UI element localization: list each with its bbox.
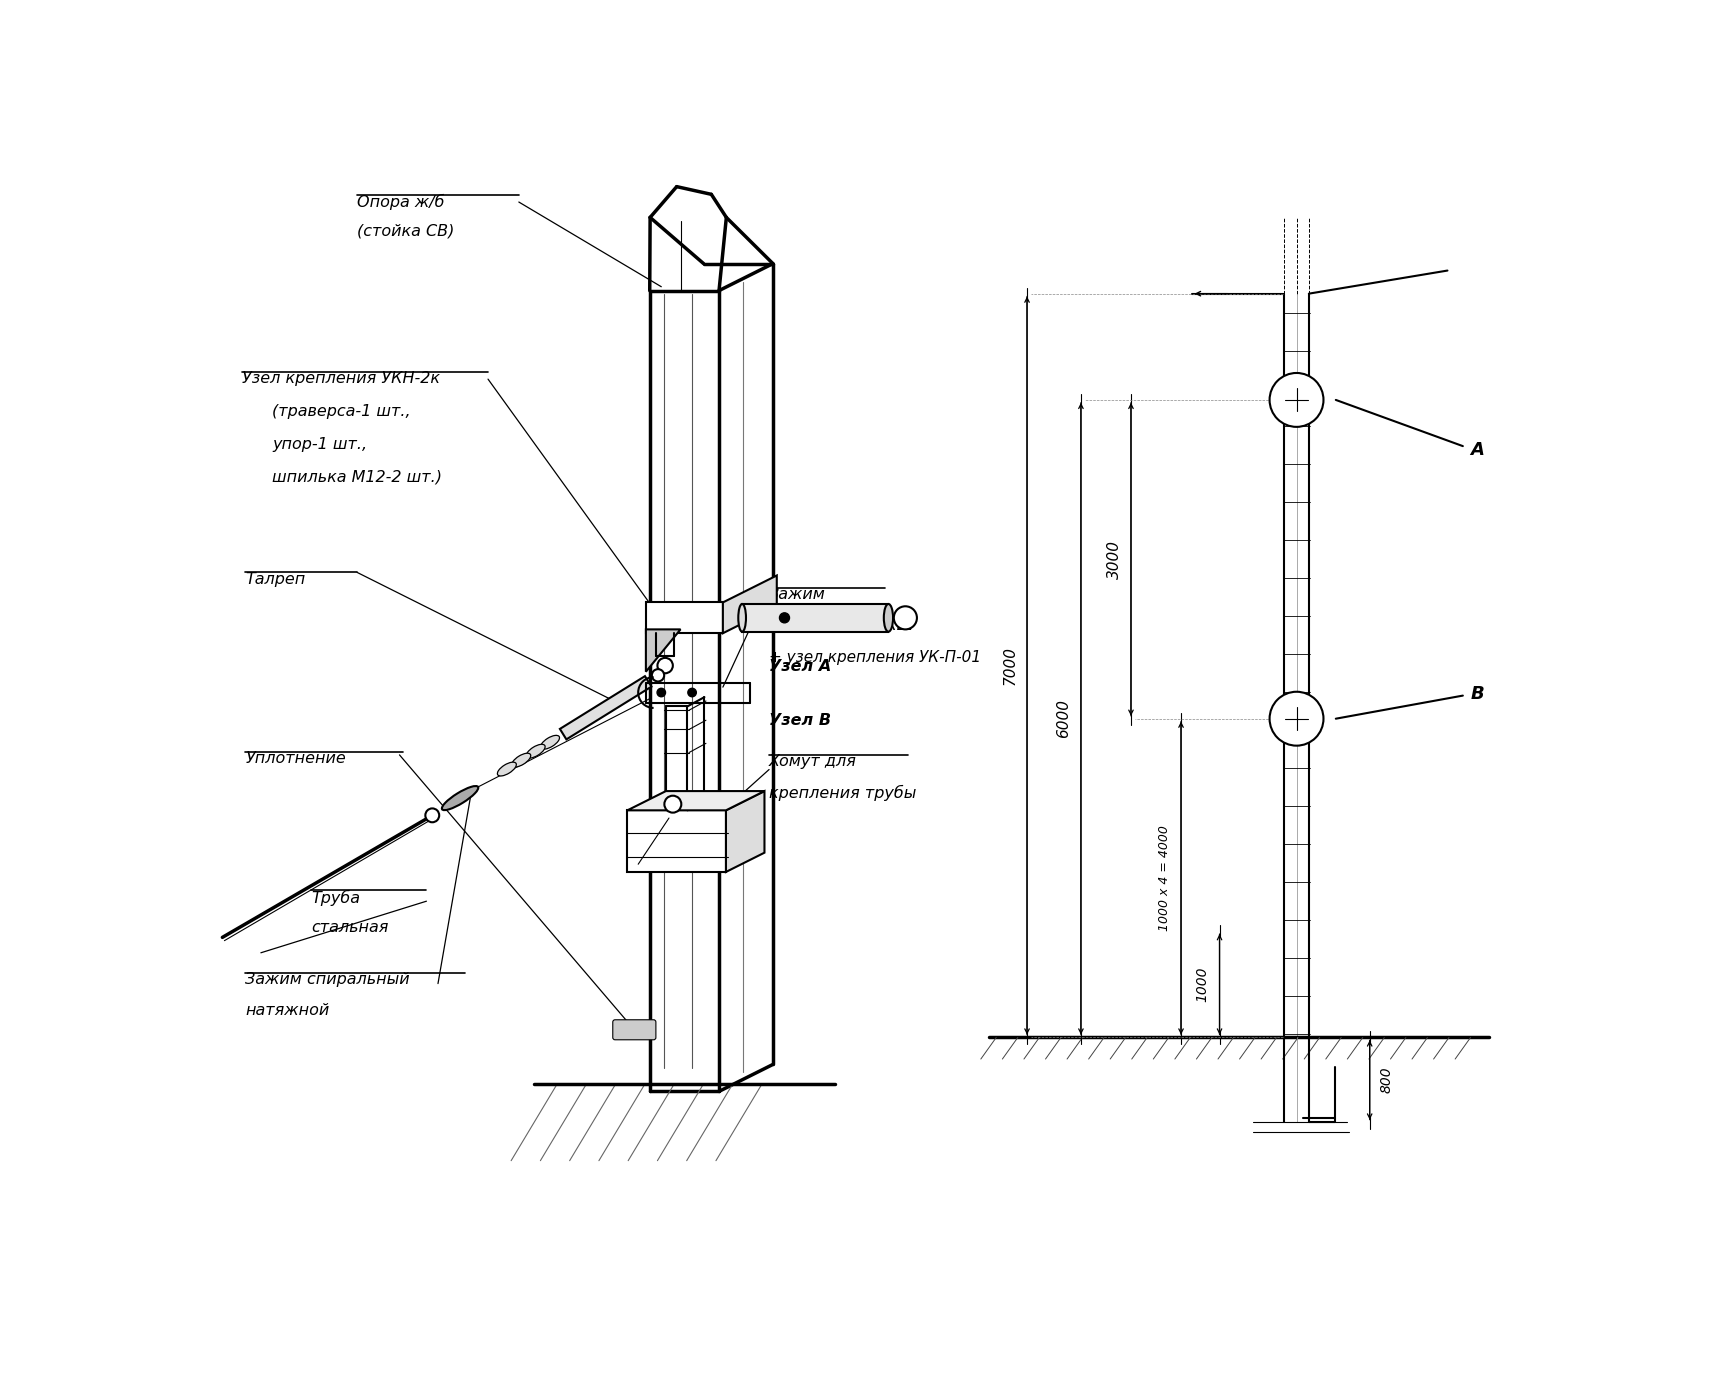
Circle shape [687,688,696,697]
Ellipse shape [739,604,746,632]
Ellipse shape [512,753,531,767]
Circle shape [893,607,917,629]
Text: А: А [1471,441,1484,459]
Polygon shape [723,575,776,633]
Polygon shape [627,810,727,872]
Text: Хомут для: Хомут для [770,755,857,770]
Text: 1000: 1000 [1196,966,1210,1002]
Circle shape [651,669,663,681]
Text: В: В [1471,685,1484,703]
FancyBboxPatch shape [614,1020,656,1039]
Polygon shape [627,791,764,810]
Ellipse shape [884,604,893,632]
Polygon shape [646,603,723,633]
Text: 6000: 6000 [1056,699,1071,738]
Text: упор-1 шт.,: упор-1 шт., [273,437,367,452]
Circle shape [658,658,674,673]
Text: 800: 800 [1380,1067,1393,1093]
Ellipse shape [497,761,516,775]
Circle shape [425,808,439,822]
Polygon shape [727,791,764,872]
Text: Зажим спиральный: Зажим спиральный [245,972,410,987]
Ellipse shape [442,786,478,810]
Ellipse shape [665,796,680,813]
Text: 3000: 3000 [1107,540,1121,579]
Text: 7000: 7000 [1003,645,1018,685]
Text: Талреп: Талреп [245,572,305,586]
Polygon shape [646,629,680,672]
Text: (траверса-1 шт.,: (траверса-1 шт., [273,404,411,419]
Circle shape [780,612,790,623]
Text: Уплотнение: Уплотнение [245,750,346,766]
Text: Узел крепления УКН-2к: Узел крепления УКН-2к [242,372,439,387]
Text: Зажим: Зажим [770,587,826,603]
Circle shape [656,688,665,697]
Text: (стойка СВ): (стойка СВ) [357,224,454,239]
Text: + узел крепления УК-П-01: + узел крепления УК-П-01 [770,650,980,665]
Text: шпилька М12-2 шт.): шпилька М12-2 шт.) [273,470,442,485]
Text: 1000 х 4 = 4000: 1000 х 4 = 4000 [1157,825,1171,931]
Text: шлейфовый ЗКШ: шлейфовый ЗКШ [770,618,914,633]
Text: Узел А: Узел А [770,659,831,673]
Ellipse shape [526,745,545,759]
Text: стальная: стальная [310,920,389,936]
Ellipse shape [540,735,559,749]
Circle shape [1270,692,1323,746]
Text: крепления трубы: крепления трубы [770,785,917,802]
Polygon shape [560,676,651,739]
Circle shape [1270,373,1323,427]
Text: Опора ж/б: Опора ж/б [357,195,444,210]
Text: Узел В: Узел В [770,713,831,727]
Text: натяжной: натяжной [245,1003,329,1017]
Text: Труба: Труба [310,890,360,905]
Polygon shape [742,604,888,632]
